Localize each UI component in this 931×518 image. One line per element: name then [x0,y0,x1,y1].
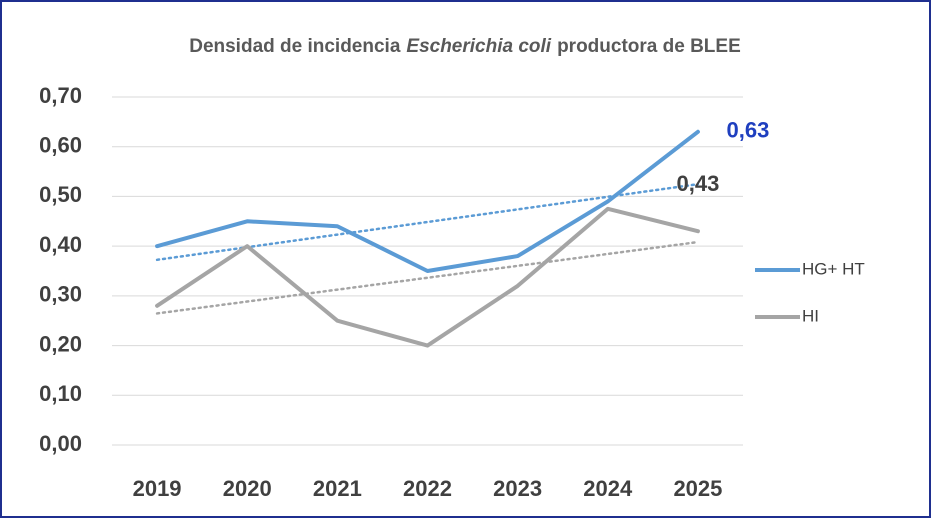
title-part: productora de BLEE [557,36,741,57]
y-tick-label: 0,70 [39,83,82,108]
title-part: Escherichia coli [406,36,551,57]
y-tick-label: 0,60 [39,133,82,158]
title-part: Densidad de incidencia [189,36,401,57]
x-tick-label: 2025 [673,476,722,501]
y-tick-label: 0,20 [39,331,82,356]
x-tick-label: 2020 [223,476,272,501]
chart-title: Densidad de incidencia Escherichia coli pr… [189,36,741,57]
series-line [155,206,700,348]
data-label: 0,63 [727,118,770,143]
series-line [155,129,700,273]
x-tick-label: 2022 [403,476,452,501]
y-tick-label: 0,30 [39,282,82,307]
x-tick-label: 2023 [493,476,542,501]
legend-label: HG+ HT [802,259,865,278]
x-tick-label: 2021 [313,476,362,501]
y-tick-label: 0,00 [39,431,82,456]
y-tick-label: 0,50 [39,182,82,207]
data-label: 0,43 [677,171,720,196]
y-tick-label: 0,40 [39,232,82,257]
trend-line [155,240,700,315]
x-tick-label: 2019 [133,476,182,501]
y-tick-label: 0,10 [39,381,82,406]
legend-label: HI [802,306,819,325]
x-tick-label: 2024 [583,476,633,501]
